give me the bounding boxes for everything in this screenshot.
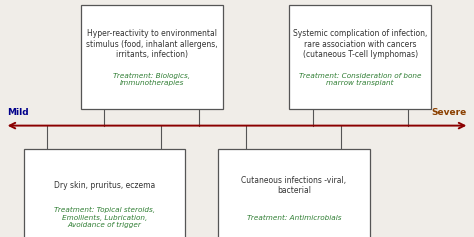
Text: Dry skin, pruritus, eczema: Dry skin, pruritus, eczema — [54, 181, 155, 190]
Text: Mild: Mild — [7, 108, 29, 117]
Text: Treatment: Consideration of bone
marrow transplant: Treatment: Consideration of bone marrow … — [299, 73, 421, 87]
Text: Severe: Severe — [432, 108, 467, 117]
Text: Systemic complication of infection,
rare association with cancers
(cutaneous T-c: Systemic complication of infection, rare… — [293, 29, 428, 59]
Text: Treatment: Antimicrobials: Treatment: Antimicrobials — [246, 214, 341, 221]
FancyBboxPatch shape — [81, 5, 223, 109]
Text: Treatment: Topical steroids,
Emollients, Lubrication,
Avoidance of trigger: Treatment: Topical steroids, Emollients,… — [54, 207, 155, 228]
FancyBboxPatch shape — [218, 149, 370, 237]
Text: Cutaneous infections -viral,
bacterial: Cutaneous infections -viral, bacterial — [241, 176, 346, 195]
FancyBboxPatch shape — [289, 5, 431, 109]
Text: Hyper-reactivity to environmental
stimulus (food, inhalant allergens,
irritants,: Hyper-reactivity to environmental stimul… — [86, 29, 218, 59]
Text: Treatment: Biologics,
Immunotherapies: Treatment: Biologics, Immunotherapies — [113, 73, 190, 87]
FancyBboxPatch shape — [24, 149, 185, 237]
